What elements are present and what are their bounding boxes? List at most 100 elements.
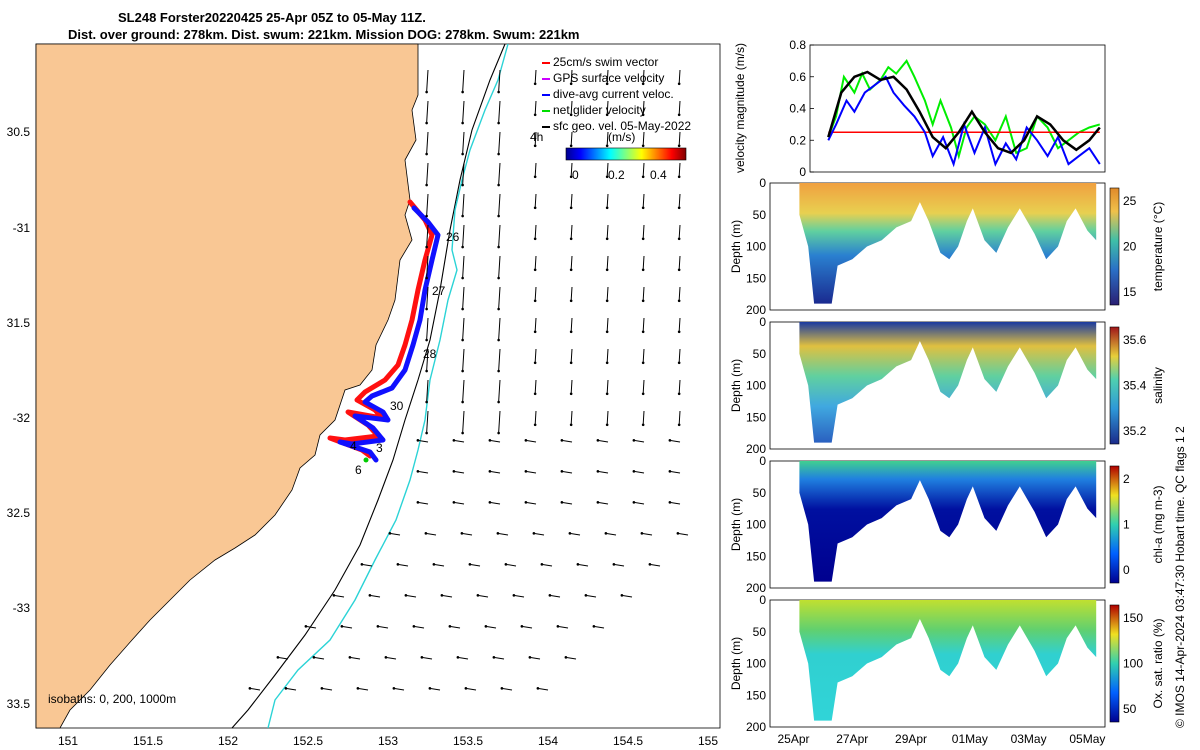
velocity-arrow-head: [376, 625, 380, 628]
velocity-arrow-head: [569, 175, 573, 179]
velocity-arrow: [678, 379, 681, 394]
velocity-arrow: [313, 656, 325, 660]
velocity-arrow: [462, 100, 465, 124]
velocity-series: [827, 59, 1101, 168]
velocity-arrow: [426, 255, 429, 279]
velocity-arrow: [678, 193, 681, 208]
velocity-arrow: [669, 470, 681, 474]
velocity-arrow-head: [533, 113, 537, 117]
title-line-1: SL248 Forster20220425 25-Apr 05Z to 05-M…: [118, 10, 426, 25]
velocity-arrow-head: [497, 338, 500, 342]
lat-tick: -33: [13, 601, 31, 615]
velocity-arrow-head: [677, 206, 681, 210]
lat-tick: 33.5: [7, 697, 31, 711]
velocity-arrow-head: [677, 330, 681, 334]
velocity-arrow: [642, 69, 645, 84]
velocity-arrow: [534, 255, 537, 270]
velocity-arrow-head: [677, 144, 681, 148]
velocity-arrow: [605, 532, 617, 536]
velocity-arrow: [641, 532, 653, 536]
velocity-arrow-head: [360, 563, 364, 566]
velocity-arrow-head: [461, 369, 464, 373]
velocity-arrow: [397, 563, 409, 567]
velocity-arrow: [426, 224, 429, 248]
date-tick: 05May: [1069, 732, 1105, 746]
map-axis-ticks: 151 151.5 152 152.5 153 153.5 154 154.5 155 30.5 -…: [7, 125, 719, 748]
map-legend: 25cm/s swim vector GPS surface velocity …: [530, 55, 691, 182]
velocity-ytick: 0.8: [789, 38, 806, 52]
velocity-arrow: [597, 439, 609, 443]
velocity-arrow-head: [569, 423, 573, 427]
velocity-arrow-head: [641, 330, 645, 334]
velocity-arrow-head: [452, 470, 456, 473]
velocity-arrow: [462, 348, 465, 372]
velocity-arrow: [321, 687, 333, 691]
velocity-arrow: [534, 224, 537, 239]
velocity-ytick: 0.6: [789, 70, 806, 84]
colorbar-tick: 35.6: [1123, 333, 1147, 347]
land-mass: [35, 43, 419, 729]
velocity-arrow-head: [524, 501, 528, 504]
velocity-arrow-head: [605, 330, 609, 334]
velocity-arrow-head: [569, 237, 573, 241]
depth-tick: 50: [753, 208, 767, 222]
velocity-arrow: [498, 69, 501, 93]
velocity-arrow-head: [605, 423, 609, 427]
velocity-arrow: [678, 348, 681, 363]
velocity-arrow: [453, 470, 465, 474]
date-tick: 27Apr: [836, 732, 868, 746]
velocity-arrow: [606, 286, 609, 301]
velocity-arrow: [561, 439, 573, 443]
velocity-arrow-head: [500, 687, 504, 690]
sfc-velocity-arrows: [248, 69, 689, 691]
velocity-arrow-head: [456, 656, 460, 659]
velocity-arrow-head: [460, 532, 464, 535]
velocity-arrow-head: [668, 439, 672, 442]
velocity-arrow: [433, 563, 445, 567]
velocity-arrow: [613, 563, 625, 567]
velocity-arrow-head: [425, 90, 428, 94]
velocity-arrow: [462, 286, 465, 310]
scale-label: 4h: [530, 130, 543, 144]
depth-tick: 0: [759, 454, 766, 468]
velocity-arrow: [534, 317, 537, 332]
depth-tick: 100: [746, 240, 766, 254]
velocity-arrow-head: [533, 330, 537, 334]
velocity-arrow: [498, 224, 501, 248]
velocity-arrow-head: [504, 563, 508, 566]
velocity-series-line: [827, 59, 1101, 160]
depth-tick: 50: [753, 347, 767, 361]
velocity-arrow: [417, 470, 429, 474]
velocity-arrow: [462, 317, 465, 341]
velocity-arrow-head: [569, 361, 573, 365]
lon-tick: 151: [58, 734, 78, 748]
velocity-arrow: [570, 286, 573, 301]
velocity-arrow-head: [605, 144, 609, 148]
velocity-arrow: [534, 162, 537, 177]
velocity-arrow-head: [604, 532, 608, 535]
velocity-arrow-head: [641, 206, 645, 210]
velocity-arrow-head: [560, 439, 564, 442]
velocity-arrow: [498, 348, 501, 372]
velocity-arrow: [633, 501, 645, 505]
velocity-arrow-head: [605, 361, 609, 365]
velocity-arrow: [285, 687, 297, 691]
velocity-arrow: [369, 594, 381, 598]
velocity-arrow-head: [560, 470, 564, 473]
velocity-arrow-head: [497, 245, 500, 249]
depth-tick: 150: [746, 410, 766, 424]
velocity-arrow: [633, 439, 645, 443]
colorbar-tick: 25: [1123, 194, 1137, 208]
velocity-arrow-head: [533, 175, 537, 179]
velocity-arrow-head: [425, 400, 428, 404]
velocity-arrow: [462, 410, 465, 434]
velocity-arrow: [585, 594, 597, 598]
velocity-arrow: [462, 193, 465, 217]
lon-tick: 153: [378, 734, 398, 748]
colorbar-tick: 35.2: [1123, 424, 1147, 438]
velocity-arrow-head: [520, 625, 524, 628]
velocity-arrow-head: [676, 532, 680, 535]
velocity-arrow-head: [388, 532, 392, 535]
velocity-arrow: [426, 193, 429, 217]
